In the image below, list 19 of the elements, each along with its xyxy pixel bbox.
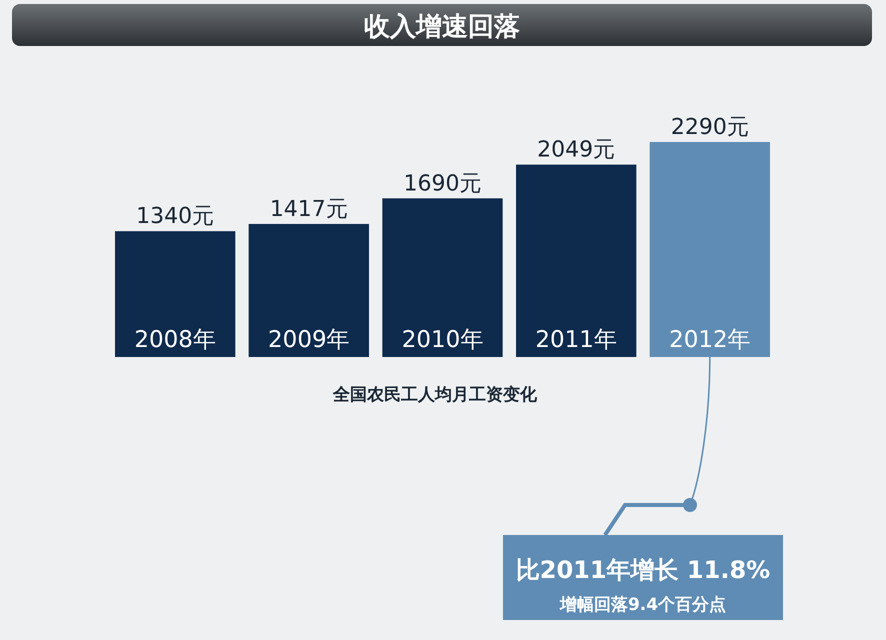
bar [516, 164, 636, 357]
x-tick-label: 2008年 [134, 327, 216, 353]
bar [115, 231, 236, 357]
x-tick-label: 2009年 [268, 327, 350, 353]
x-tick-label: 2011年 [535, 327, 617, 353]
x-axis-title: 全国农民工人均月工资变化 [332, 385, 538, 405]
data-label: 1690元 [404, 171, 482, 196]
bar [650, 142, 770, 357]
x-tick-label: 2010年 [402, 327, 484, 353]
chart-title: 收入增速回落 [364, 12, 520, 42]
data-label: 2290元 [670, 115, 749, 140]
x-tick-label: 2012年 [669, 327, 751, 353]
bar [382, 198, 503, 357]
data-label: 1417元 [270, 196, 348, 222]
bar [248, 224, 369, 357]
text: 增幅回落9.4个百分点 [558, 595, 726, 615]
data-label: 1340元 [136, 204, 214, 230]
data-label: 2049元 [537, 138, 616, 163]
text: 比2011年增长 11.8% [516, 556, 770, 584]
